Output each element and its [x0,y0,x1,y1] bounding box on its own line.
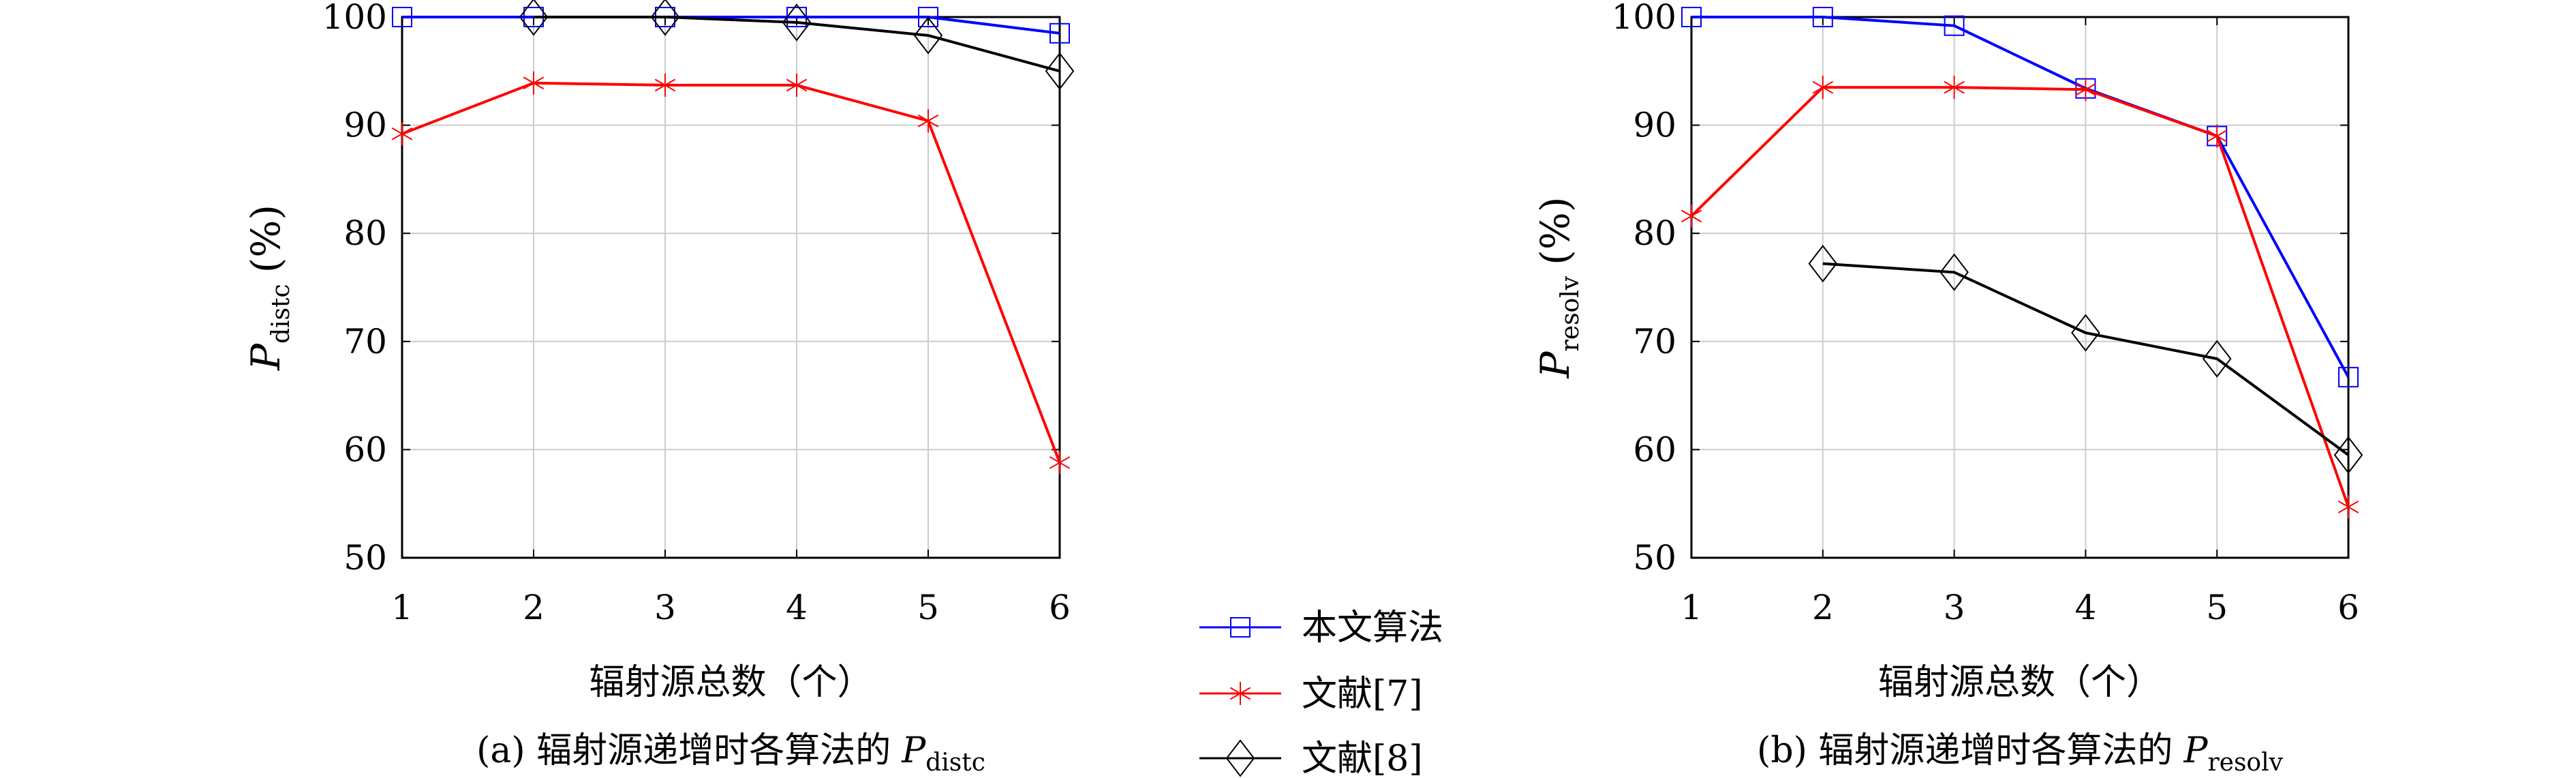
data-point [1944,76,1965,100]
y-axis-symbol: P [1532,350,1578,378]
data-point [391,122,413,146]
legend-label: 文献[8] [1302,738,1423,778]
data-point [2333,436,2363,474]
y-tick-label: 60 [343,430,387,469]
plot-frame [1690,16,2350,559]
y-axis-unit: (%) [1532,197,1578,265]
series-line [1822,262,2350,456]
data-point [2337,495,2359,519]
chart-caption: (b) 辐射源递增时各算法的 Presolv [1757,730,2284,777]
series-2 [1808,244,2363,474]
y-tick-label: 90 [1633,106,1676,145]
x-tick-label: 6 [2337,588,2359,627]
y-axis-subscript: resolv [1557,275,1584,351]
series-1 [1681,76,2359,519]
data-point [1049,23,1070,44]
data-point [1045,52,1075,90]
y-tick-label: 50 [1633,538,1676,578]
chart-panel-b: 1 2 3 4 5 6 50 60 70 80 90 100 Presolv (%) 辐射源总数（个） (b)… [1532,0,2363,777]
y-tick-label: 80 [1633,213,1676,253]
data-point [918,7,938,27]
data-point [1808,244,1838,283]
y-axis-unit: (%) [243,205,289,273]
y-axis-subscript: distc [267,284,295,344]
caption-subscript: resolv [2207,749,2283,777]
x-tick-label: 5 [2206,588,2228,627]
series-2 [519,0,1075,90]
data-point [519,0,549,36]
y-axis-label: Presolv (%) [1532,197,1584,379]
y-tick-label: 90 [343,106,387,145]
data-point [2075,78,2096,102]
y-axis-symbol: P [243,343,289,371]
legend-label: 本文算法 [1302,608,1443,648]
data-point [2206,124,2228,148]
caption-symbol: P [2183,730,2208,771]
series-0 [1681,7,2359,388]
data-point [782,3,812,42]
data-point [913,16,943,55]
x-axis-label: 辐射源总数（个） [589,662,872,703]
data-point [917,109,939,133]
x-tick-label: 1 [1681,588,1702,627]
series-line [534,16,1060,73]
x-tick-label: 2 [523,588,545,627]
data-point [2202,340,2232,378]
data-point [1939,253,1969,291]
caption-text: (a) 辐射源递增时各算法的 [476,730,891,771]
caption-symbol: P [901,730,926,771]
y-tick-label: 70 [1633,322,1676,361]
x-tick-label: 5 [917,588,939,627]
x-tick-label: 3 [654,588,676,627]
y-tick-label: 60 [1633,430,1676,469]
data-point [650,0,680,36]
series-line [402,16,1060,35]
data-point [1812,7,1833,27]
x-tick-label: 4 [2074,588,2096,627]
x-tick-label: 6 [1049,588,1071,627]
legend-marker [1225,739,1255,777]
data-point [786,73,808,97]
x-tick-label: 2 [1812,588,1834,627]
y-tick-label: 70 [343,322,387,361]
x-tick-label: 3 [1944,588,1965,627]
data-point [392,7,412,27]
legend-marker [1229,682,1251,705]
y-tick-label: 50 [343,538,387,578]
y-tick-label: 100 [1612,0,1676,37]
data-point [1812,76,1834,100]
data-point [1049,451,1071,475]
series-line [1690,86,2350,508]
legend-item: 文献[7] [1199,674,1423,715]
y-axis-label: Pdistc (%) [243,205,295,371]
x-axis-label: 辐射源总数（个） [1878,662,2162,703]
legend-marker [1230,617,1251,638]
data-point [1681,7,1702,27]
legend-item: 本文算法 [1199,608,1443,648]
legend-item: 文献[8] [1199,738,1423,778]
series-1 [391,71,1071,475]
data-point [1681,204,1702,228]
series-line [1691,16,2350,378]
chart-caption: (a) 辐射源递增时各算法的 Pdistc [476,730,985,777]
y-tick-label: 100 [322,0,387,37]
data-point [2338,367,2359,388]
x-tick-label: 4 [786,588,808,627]
data-point [654,73,676,97]
data-point [523,71,545,95]
chart-panel-a: 1 2 3 4 5 6 50 60 70 80 90 100 Pdistc (%) 辐射源总数（个） (a) … [243,0,1075,777]
plot-frame [401,16,1061,559]
caption-subscript: distc [925,749,985,777]
legend-label: 文献[7] [1302,674,1423,715]
series-0 [392,7,1070,44]
caption-text: (b) 辐射源递增时各算法的 [1757,730,2173,771]
y-tick-label: 80 [343,213,387,253]
x-tick-label: 1 [391,588,413,627]
data-point [1944,15,1965,36]
data-point [2071,314,2100,352]
series-line [401,81,1061,464]
